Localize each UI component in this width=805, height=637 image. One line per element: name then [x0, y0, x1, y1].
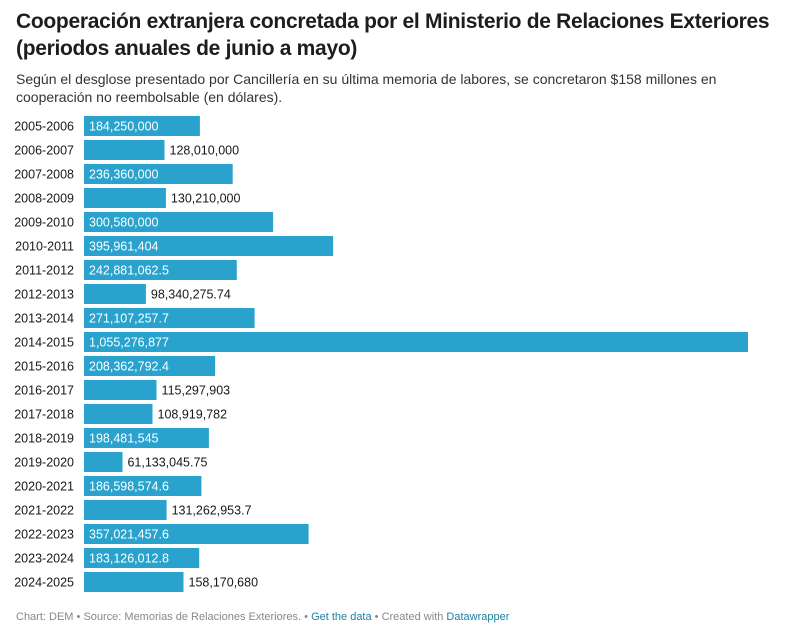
category-label: 2016-2017 — [14, 384, 74, 398]
get-the-data-link[interactable]: Get the data — [311, 611, 372, 623]
footer-separator: • — [301, 611, 312, 623]
value-label: 236,360,000 — [89, 168, 159, 182]
value-label: 198,481,545 — [89, 432, 159, 446]
value-label: 357,021,457.6 — [89, 528, 169, 542]
category-label: 2014-2015 — [14, 336, 74, 350]
category-label: 2010-2011 — [15, 240, 74, 254]
value-label: 115,297,903 — [162, 384, 231, 398]
bar — [84, 500, 167, 520]
category-label: 2013-2014 — [14, 312, 74, 326]
category-label: 2023-2024 — [14, 552, 74, 566]
bar — [84, 476, 202, 496]
category-label: 2017-2018 — [14, 408, 74, 422]
value-label: 184,250,000 — [89, 120, 159, 134]
chart-footer: Chart: DEM • Source: Memorias de Relacio… — [16, 611, 509, 623]
bar — [84, 380, 157, 400]
category-label: 2018-2019 — [14, 432, 74, 446]
bar — [84, 140, 165, 160]
bar — [84, 212, 274, 232]
category-label: 2015-2016 — [14, 360, 74, 374]
bar — [84, 404, 153, 424]
category-label: 2019-2020 — [14, 456, 74, 470]
bar — [84, 260, 237, 280]
value-label: 108,919,782 — [158, 408, 228, 422]
value-label: 158,170,680 — [189, 576, 259, 590]
value-label: 271,107,257.7 — [89, 312, 169, 326]
chart-credit: Chart: DEM — [16, 611, 74, 623]
value-label: 186,598,574.6 — [89, 480, 169, 494]
bar — [84, 548, 200, 568]
bar — [84, 524, 309, 544]
bar — [84, 188, 166, 208]
datawrapper-link[interactable]: Datawrapper — [446, 611, 510, 623]
bar — [84, 116, 200, 136]
category-label: 2012-2013 — [14, 288, 74, 302]
category-label: 2005-2006 — [14, 120, 74, 134]
bar — [84, 428, 209, 448]
category-label: 2022-2023 — [14, 528, 74, 542]
category-label: 2007-2008 — [14, 168, 74, 182]
created-with-text: Created with — [381, 611, 447, 623]
value-label: 131,262,953.7 — [172, 504, 252, 518]
value-label: 300,580,000 — [89, 216, 159, 230]
category-label: 2021-2022 — [14, 504, 74, 518]
category-label: 2006-2007 — [14, 144, 74, 158]
bar — [84, 164, 233, 184]
category-label: 2024-2025 — [14, 576, 74, 590]
value-label: 208,362,792.4 — [89, 360, 169, 374]
chart-title: Cooperación extranjera concretada por el… — [16, 10, 770, 60]
value-label: 98,340,275.74 — [151, 288, 231, 302]
bar — [84, 332, 748, 352]
category-label: 2008-2009 — [14, 192, 74, 206]
footer-separator: • — [371, 611, 382, 623]
bar — [84, 572, 184, 592]
bar-chart: 2005-2006 184,250,000 2006-2007 128,010,000… — [14, 116, 748, 592]
value-label: 395,961,404 — [89, 240, 159, 254]
value-label: 242,881,062.5 — [89, 264, 169, 278]
value-label: 61,133,045.75 — [127, 456, 207, 470]
bar — [84, 452, 123, 472]
bar — [84, 236, 334, 256]
source-text: Source: Memorias de Relaciones Exteriore… — [83, 611, 302, 623]
value-label: 130,210,000 — [171, 192, 241, 206]
value-label: 1,055,276,877 — [89, 336, 169, 350]
chart-subtitle: Según el desglose presentado por Cancill… — [16, 71, 717, 105]
category-label: 2020-2021 — [14, 480, 74, 494]
value-label: 128,010,000 — [170, 144, 240, 158]
bar — [84, 284, 146, 304]
category-label: 2011-2012 — [15, 264, 74, 278]
category-label: 2009-2010 — [14, 216, 74, 230]
bar — [84, 356, 216, 376]
value-label: 183,126,012.8 — [89, 552, 169, 566]
bar — [84, 308, 255, 328]
footer-separator: • — [73, 611, 84, 623]
